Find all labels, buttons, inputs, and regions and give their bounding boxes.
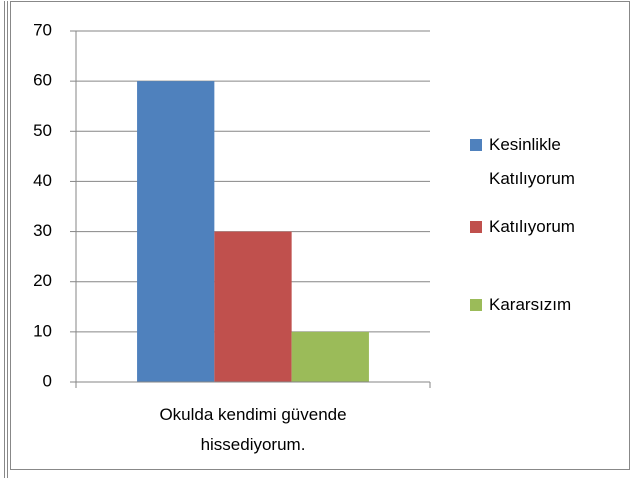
legend-label: Kesinlikle Katılıyorum bbox=[489, 135, 575, 188]
legend-label: Kararsızım bbox=[489, 295, 572, 314]
legend-swatch bbox=[470, 139, 482, 151]
y-tick-label: 30 bbox=[33, 221, 52, 240]
y-tick-label: 70 bbox=[33, 20, 52, 39]
y-tick-label: 50 bbox=[33, 121, 52, 140]
y-tick-label: 60 bbox=[33, 71, 52, 90]
y-tick-label: 10 bbox=[33, 321, 52, 340]
chart-border bbox=[10, 1, 630, 470]
bar bbox=[214, 231, 292, 382]
legend-swatch bbox=[470, 221, 482, 233]
legend-swatch bbox=[470, 299, 482, 311]
x-tick-label: Okulda kendimi güvende hissediyorum. bbox=[159, 405, 347, 454]
y-tick-label: 0 bbox=[43, 371, 52, 390]
y-tick-label: 40 bbox=[33, 171, 52, 190]
legend-label: Katılıyorum bbox=[489, 217, 575, 236]
y-tick-label: 20 bbox=[33, 271, 52, 290]
bar bbox=[137, 81, 215, 383]
bar bbox=[291, 331, 369, 382]
